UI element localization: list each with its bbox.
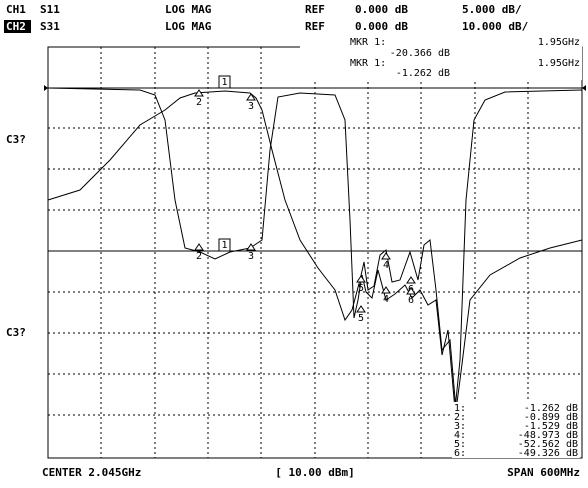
side-label: C3? (6, 326, 26, 339)
span: SPAN 600MHz (507, 466, 580, 479)
list-value: -49.326 dB (518, 448, 578, 459)
list-value: -1.529 dB (524, 421, 578, 432)
marker-name: MKR 1: (350, 37, 386, 48)
active-marker-box (218, 238, 231, 252)
marker-label: 1 (221, 240, 227, 251)
source-power: [ 10.00 dBm] (275, 466, 354, 479)
list-num: 3: (454, 421, 466, 432)
marker-name: MKR 1: (350, 58, 386, 69)
channel: CH2 (6, 20, 26, 33)
marker-label: 5 (358, 313, 364, 324)
param: S11 (40, 3, 60, 16)
marker-label: 5 (358, 283, 364, 294)
list-num: 4: (454, 430, 466, 441)
trace-markers: 1 2 3 4 5 6 1 2 3 4 5 6 (194, 75, 416, 324)
marker-freq: 1.95GHz (538, 37, 580, 48)
center-freq: CENTER 2.045GHz (42, 466, 141, 479)
active-marker-box (218, 75, 231, 89)
channel: CH1 (6, 3, 26, 16)
marker-label: 3 (248, 101, 254, 112)
marker-readout: MKR 1: 1.95GHz -20.366 dB MKR 1: 1.95GHz… (300, 37, 582, 80)
list-value: -0.899 dB (524, 412, 578, 423)
marker-label: 4 (383, 260, 389, 271)
marker-label: 4 (383, 294, 389, 305)
marker-label: 6 (408, 295, 414, 306)
param: S31 (40, 20, 60, 33)
list-value: -1.262 dB (524, 403, 578, 414)
readout-bg (300, 38, 582, 80)
trace-s11 (47, 87, 583, 411)
graticule (48, 47, 582, 458)
trace-s31 (47, 90, 583, 411)
marker-freq: 1.95GHz (538, 58, 580, 69)
marker-label: 2 (196, 97, 202, 108)
marker-value: -1.262 dB (396, 68, 450, 79)
marker-label: 2 (196, 251, 202, 262)
marker-list: 1: -1.262 dB 2: -0.899 dB 3: -1.529 dB 4… (452, 402, 580, 459)
ref-label: REF (305, 20, 325, 33)
format: LOG MAG (165, 20, 212, 33)
list-num: 1: (454, 403, 466, 414)
list-value: -52.562 dB (518, 439, 578, 450)
marker-arrow (194, 89, 416, 313)
side-label: C3? (6, 133, 26, 146)
marker-label: 1 (221, 77, 227, 88)
list-value: -48.973 dB (518, 430, 578, 441)
ref-value: 0.000 dB (355, 3, 408, 16)
list-bg (452, 402, 580, 458)
scale: 10.000 dB/ (462, 20, 529, 33)
marker-label: 3 (248, 251, 254, 262)
format: LOG MAG (165, 3, 212, 16)
active-channel-box (4, 20, 31, 33)
scale: 5.000 dB/ (462, 3, 522, 16)
ref-label: REF (305, 3, 325, 16)
list-num: 5: (454, 439, 466, 450)
marker-value: -20.366 dB (390, 48, 450, 59)
ref-value: 0.000 dB (355, 20, 408, 33)
list-num: 2: (454, 412, 466, 423)
list-num: 6: (454, 448, 466, 459)
